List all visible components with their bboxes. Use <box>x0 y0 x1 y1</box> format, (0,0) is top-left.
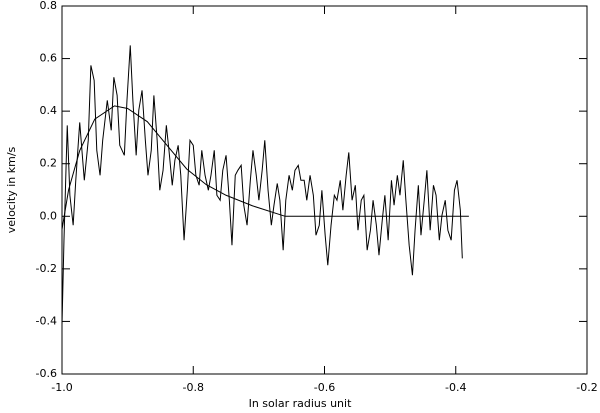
x-axis-label: In solar radius unit <box>249 397 352 410</box>
y-tick-label: 0.2 <box>40 157 58 170</box>
y-tick-label: 0.6 <box>40 52 58 65</box>
y-tick-label: -0.6 <box>36 367 57 380</box>
data-line <box>61 45 463 326</box>
x-tick-label: -0.2 <box>576 381 597 394</box>
x-tick-label: -0.8 <box>183 381 204 394</box>
plot-frame <box>61 5 588 375</box>
data-line <box>61 105 469 230</box>
x-tick-label: -1.0 <box>51 381 72 394</box>
y-tick-label: 0.8 <box>40 0 58 12</box>
x-tick-label: -0.4 <box>445 381 466 394</box>
y-tick-label: 0.4 <box>40 104 58 117</box>
y-tick-label: -0.4 <box>36 314 57 327</box>
y-tick-label: 0.0 <box>40 209 58 222</box>
y-axis-label: velocity in km/s <box>5 146 18 233</box>
x-tick-label: -0.6 <box>314 381 335 394</box>
y-tick-label: -0.2 <box>36 262 57 275</box>
